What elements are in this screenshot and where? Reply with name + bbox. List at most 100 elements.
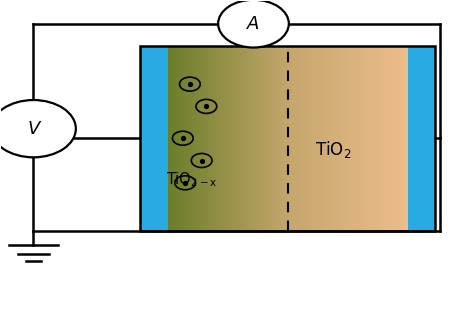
Bar [332, 46, 333, 230]
Bar [173, 46, 174, 230]
Bar [262, 46, 263, 230]
Bar [140, 46, 435, 230]
Bar [390, 46, 391, 230]
Bar [205, 46, 206, 230]
Bar [374, 46, 375, 230]
Bar [383, 46, 384, 230]
Bar [346, 46, 347, 230]
Bar [327, 46, 328, 230]
Bar [243, 46, 244, 230]
Bar [237, 46, 239, 230]
Bar [223, 46, 224, 230]
Bar [328, 46, 329, 230]
Bar [297, 46, 298, 230]
Bar [198, 46, 199, 230]
Bar [231, 46, 232, 230]
Bar [341, 46, 342, 230]
Bar [310, 46, 311, 230]
Bar [378, 46, 379, 230]
Bar [286, 46, 287, 230]
Bar [236, 46, 237, 230]
Bar [203, 46, 204, 230]
Bar [372, 46, 373, 230]
Bar [241, 46, 242, 230]
Bar [318, 46, 319, 230]
Bar [385, 46, 387, 230]
Bar [232, 46, 233, 230]
Circle shape [218, 0, 289, 48]
Bar [281, 46, 282, 230]
Bar [259, 46, 260, 230]
Bar [342, 46, 343, 230]
Bar [407, 46, 408, 230]
Bar [252, 46, 253, 230]
Bar [219, 46, 220, 230]
Bar [184, 46, 185, 230]
Bar [344, 46, 345, 230]
Bar [267, 46, 268, 230]
Bar [368, 46, 369, 230]
Bar [401, 46, 402, 230]
Bar [301, 46, 303, 230]
Bar [401, 46, 403, 230]
Bar [362, 46, 363, 230]
Bar [392, 46, 393, 230]
Bar [308, 46, 309, 230]
Bar [234, 46, 235, 230]
Bar [296, 46, 297, 230]
Bar [187, 46, 188, 230]
Bar [288, 46, 289, 230]
Bar [397, 46, 398, 230]
Bar [393, 46, 395, 230]
Bar [228, 46, 230, 230]
Bar [333, 46, 334, 230]
Bar [248, 46, 249, 230]
Bar [317, 46, 318, 230]
Bar [216, 46, 217, 230]
Bar [233, 46, 234, 230]
Bar [356, 46, 358, 230]
Bar [212, 46, 213, 230]
Bar [309, 46, 310, 230]
Bar [264, 46, 266, 230]
Bar [351, 46, 352, 230]
Bar [285, 46, 286, 230]
Bar [346, 46, 348, 230]
Bar [336, 46, 337, 230]
Bar [204, 46, 205, 230]
Text: V: V [27, 120, 40, 138]
Bar [375, 46, 377, 230]
Bar [371, 46, 372, 230]
Bar [277, 46, 278, 230]
Bar [190, 46, 191, 230]
Bar [348, 46, 350, 230]
Bar [222, 46, 223, 230]
Bar [374, 46, 376, 230]
Bar [276, 46, 277, 230]
Bar [174, 46, 175, 230]
Bar [365, 46, 367, 230]
Bar [323, 46, 324, 230]
Bar [172, 46, 173, 230]
Bar [377, 46, 378, 230]
Bar [245, 46, 246, 230]
Bar [171, 46, 172, 230]
Bar [382, 46, 383, 230]
Bar [322, 46, 323, 230]
Bar [191, 46, 193, 230]
Bar [169, 46, 170, 230]
Text: TiO$_{\mathregular{2}}$: TiO$_{\mathregular{2}}$ [315, 139, 351, 160]
Bar [221, 46, 222, 230]
Bar [268, 46, 269, 230]
Bar [379, 46, 380, 230]
Bar [188, 46, 189, 230]
Bar [193, 46, 194, 230]
Bar [359, 46, 360, 230]
Bar [313, 46, 314, 230]
Bar [290, 46, 291, 230]
Bar [311, 46, 313, 230]
Bar [263, 46, 264, 230]
Bar [226, 46, 227, 230]
Bar [211, 46, 212, 230]
Bar [224, 46, 225, 230]
